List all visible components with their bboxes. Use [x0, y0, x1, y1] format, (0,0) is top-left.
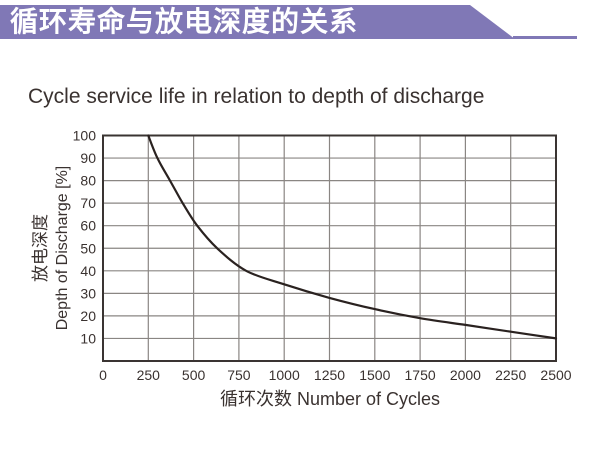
- header-banner: 循环寿命与放电深度的关系: [0, 5, 515, 39]
- y-tick-label: 20: [80, 308, 96, 324]
- x-tick-label: 2250: [495, 367, 526, 383]
- x-tick-label: 0: [99, 367, 107, 383]
- x-tick-label: 2500: [540, 367, 571, 383]
- x-tick-label: 2000: [450, 367, 481, 383]
- banner-tail-line: [513, 36, 577, 39]
- x-tick-label: 500: [182, 367, 206, 383]
- y-tick-label: 10: [80, 330, 96, 346]
- x-tick-label: 750: [227, 367, 251, 383]
- x-tick-label: 1750: [405, 367, 436, 383]
- x-axis-title: 循环次数 Number of Cycles: [219, 389, 441, 409]
- x-tick-label: 1500: [359, 367, 390, 383]
- x-tick-label: 1000: [269, 367, 300, 383]
- cycle-life-curve: [147, 134, 558, 340]
- banner-title: 循环寿命与放电深度的关系: [10, 6, 359, 37]
- y-tick-label: 80: [80, 173, 96, 189]
- y-tick-label: 30: [80, 285, 96, 301]
- plot-border: [102, 134, 557, 362]
- x-tick-label: 250: [137, 367, 161, 383]
- y-tick-label: 70: [80, 195, 96, 211]
- y-tick-label: 100: [73, 128, 97, 144]
- chart-title: Cycle service life in relation to depth …: [28, 85, 485, 108]
- y-axis-title-zh: 放电深度: [31, 214, 50, 282]
- y-tick-label: 50: [80, 240, 96, 256]
- y-tick-label: 90: [80, 150, 96, 166]
- y-axis-title-en: Depth of Discharge [%]: [54, 165, 71, 331]
- y-tick-label: 60: [80, 218, 96, 234]
- y-tick-label: 40: [80, 263, 96, 279]
- y-axis-title: 放电深度 Depth of Discharge [%]: [30, 148, 74, 348]
- x-tick-label: 1250: [314, 367, 345, 383]
